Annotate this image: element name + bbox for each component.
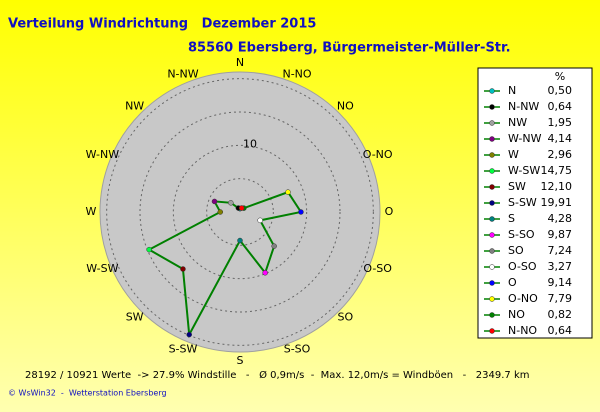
direction-label: W-SW [86, 262, 118, 275]
legend-value: 9,87 [548, 228, 573, 241]
legend-label: S-SO [508, 228, 535, 241]
legend-value: 0,82 [548, 308, 573, 321]
legend-value: 4,14 [548, 132, 573, 145]
legend-marker [489, 168, 495, 174]
direction-label: O [385, 205, 394, 218]
direction-label: S [237, 354, 244, 367]
legend-label: SW [508, 180, 526, 193]
legend-value: 0,64 [548, 100, 573, 113]
direction-label: NW [125, 100, 144, 113]
legend-marker [489, 296, 495, 302]
data-point [211, 198, 218, 205]
direction-label: N [236, 56, 244, 69]
chart-subtitle: 85560 Ebersberg, Bürgermeister-Müller-St… [188, 41, 511, 56]
data-point [271, 243, 277, 249]
legend-value: 7,24 [548, 244, 573, 257]
data-point [262, 270, 268, 276]
legend-label: N-NO [508, 324, 537, 337]
legend-label: NW [508, 116, 527, 129]
direction-label: NO [337, 100, 354, 113]
legend-marker [489, 120, 495, 126]
direction-label: W [86, 205, 97, 218]
grid-circle [172, 144, 308, 280]
legend-marker [489, 248, 495, 254]
legend-marker [489, 328, 495, 334]
direction-label: S-SO [284, 343, 311, 356]
data-point [180, 266, 186, 272]
legend-label: S-SW [508, 196, 537, 209]
legend-label: W [508, 148, 519, 161]
legend-marker [489, 312, 495, 318]
legend-label: O [508, 276, 517, 289]
legend-label: N-NW [508, 100, 539, 113]
legend-marker [489, 104, 495, 110]
direction-label: S-SW [169, 343, 198, 356]
legend-value: 2,96 [548, 148, 573, 161]
legend-label: S [508, 212, 515, 225]
legend-marker [489, 264, 495, 270]
legend-label: W-SW [508, 164, 540, 177]
data-point [238, 205, 245, 211]
data-point [146, 246, 152, 253]
legend-value: 3,27 [548, 260, 573, 273]
data-point [237, 237, 243, 244]
legend-marker [489, 216, 495, 222]
legend-label: W-NW [508, 132, 542, 145]
data-point [257, 217, 263, 224]
grid-circle [206, 178, 274, 246]
data-point [228, 200, 234, 206]
grid-circle [106, 78, 374, 346]
data-point [285, 189, 291, 195]
legend-header: % [555, 70, 565, 83]
legend-value: 12,10 [541, 180, 573, 193]
footer: 28192 / 10921 Werte -> 27.9% Windstille … [25, 369, 530, 381]
direction-label: N-NO [282, 67, 311, 80]
legend-value: 1,95 [548, 116, 573, 129]
plot-area [99, 71, 381, 353]
legend-value: 7,79 [548, 292, 573, 305]
legend-value: 4,28 [548, 212, 573, 225]
direction-label: O-SO [363, 262, 392, 275]
legend-marker [489, 232, 495, 238]
legend-value: 0,64 [548, 324, 573, 337]
direction-label: N-NW [167, 67, 198, 80]
data-point [186, 331, 192, 338]
legend-label: N [508, 84, 516, 97]
grid-circle [139, 111, 341, 313]
chart-title: Verteilung Windrichtung Dezember 2015 [8, 17, 316, 32]
direction-label: W-NW [86, 148, 120, 161]
legend-marker [489, 136, 495, 142]
legend-marker [489, 88, 495, 94]
copyright: © WsWin32 - Wetterstation Ebersberg [8, 389, 167, 398]
legend-marker [489, 280, 495, 286]
legend-label: O-NO [508, 292, 538, 305]
direction-label: SO [338, 310, 354, 323]
legend-value: 14,75 [541, 164, 573, 177]
legend-value: 0,50 [548, 84, 573, 97]
data-point [217, 209, 224, 215]
legend-value: 19,91 [541, 196, 573, 209]
data-point [298, 209, 304, 215]
legend-marker [489, 184, 495, 190]
legend-label: NO [508, 308, 525, 321]
legend-marker [489, 152, 495, 158]
legend-marker [489, 200, 495, 206]
legend-value: 9,14 [548, 276, 573, 289]
r-tick-label: 10 [243, 137, 257, 150]
legend-label: O-SO [508, 260, 537, 273]
direction-label: O-NO [363, 148, 393, 161]
direction-label: SW [126, 310, 144, 323]
legend-label: SO [508, 244, 524, 257]
